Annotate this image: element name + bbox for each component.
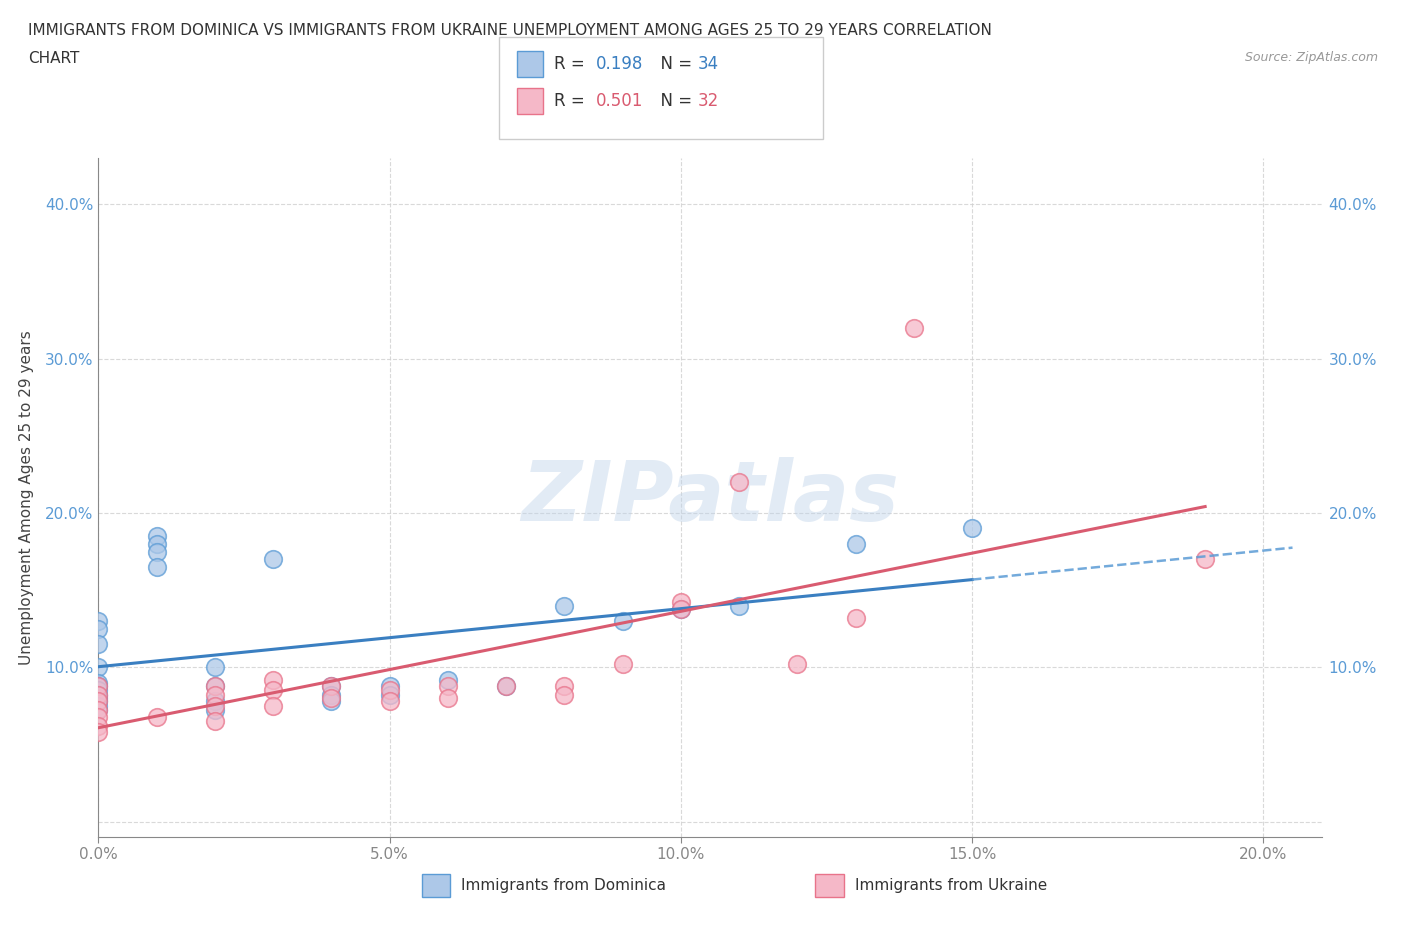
Point <box>87 675 110 690</box>
Point <box>204 694 226 709</box>
Point <box>262 551 284 566</box>
Point <box>321 691 343 706</box>
Point <box>321 678 343 693</box>
Text: IMMIGRANTS FROM DOMINICA VS IMMIGRANTS FROM UKRAINE UNEMPLOYMENT AMONG AGES 25 T: IMMIGRANTS FROM DOMINICA VS IMMIGRANTS F… <box>28 23 993 38</box>
Point <box>437 691 460 706</box>
Point <box>87 660 110 675</box>
Point <box>145 528 167 543</box>
Text: Immigrants from Dominica: Immigrants from Dominica <box>461 878 666 893</box>
Point <box>728 598 751 613</box>
Point <box>669 595 692 610</box>
Point <box>145 560 167 575</box>
Point <box>728 474 751 489</box>
Y-axis label: Unemployment Among Ages 25 to 29 years: Unemployment Among Ages 25 to 29 years <box>18 330 34 665</box>
Point <box>262 698 284 713</box>
Text: R =: R = <box>554 55 591 73</box>
Text: Immigrants from Ukraine: Immigrants from Ukraine <box>855 878 1047 893</box>
Point <box>437 678 460 693</box>
Point <box>321 678 343 693</box>
Point <box>378 687 401 702</box>
Point <box>87 724 110 739</box>
Point <box>87 719 110 734</box>
Point <box>262 672 284 687</box>
Point <box>495 678 517 693</box>
Point <box>145 710 167 724</box>
Point <box>204 678 226 693</box>
Point <box>378 678 401 693</box>
Point <box>845 537 868 551</box>
Point <box>204 698 226 713</box>
Point <box>612 614 634 629</box>
Point <box>495 678 517 693</box>
Point <box>87 703 110 718</box>
Point <box>960 521 983 536</box>
Point <box>87 687 110 702</box>
Text: 32: 32 <box>697 92 718 111</box>
Point <box>1194 551 1216 566</box>
Point <box>204 714 226 729</box>
Point <box>437 672 460 687</box>
Point <box>553 598 575 613</box>
Point <box>553 687 575 702</box>
Point <box>669 601 692 616</box>
Text: Source: ZipAtlas.com: Source: ZipAtlas.com <box>1244 51 1378 64</box>
Point <box>262 683 284 698</box>
Text: N =: N = <box>650 92 697 111</box>
Point <box>87 691 110 706</box>
Text: 34: 34 <box>697 55 718 73</box>
Point <box>204 687 226 702</box>
Point <box>87 710 110 724</box>
Text: N =: N = <box>650 55 697 73</box>
Point <box>845 610 868 625</box>
Point <box>87 614 110 629</box>
Point <box>87 694 110 709</box>
Text: ZIPatlas: ZIPatlas <box>522 457 898 538</box>
Point <box>204 678 226 693</box>
Point <box>87 703 110 718</box>
Point <box>204 660 226 675</box>
Text: CHART: CHART <box>28 51 80 66</box>
Point <box>903 320 925 335</box>
Point <box>87 678 110 693</box>
Point <box>321 687 343 702</box>
Point <box>378 694 401 709</box>
Point <box>145 544 167 559</box>
Point <box>553 678 575 693</box>
Point <box>321 694 343 709</box>
Point <box>612 657 634 671</box>
Point <box>378 683 401 698</box>
Point <box>87 678 110 693</box>
Point <box>87 694 110 709</box>
Point <box>87 621 110 636</box>
Point <box>87 687 110 702</box>
Text: 0.501: 0.501 <box>596 92 644 111</box>
Point <box>87 683 110 698</box>
Text: 0.198: 0.198 <box>596 55 644 73</box>
Point <box>669 601 692 616</box>
Point <box>786 657 808 671</box>
Point <box>87 698 110 713</box>
Text: R =: R = <box>554 92 591 111</box>
Point <box>145 537 167 551</box>
Point <box>204 703 226 718</box>
Point <box>87 637 110 652</box>
